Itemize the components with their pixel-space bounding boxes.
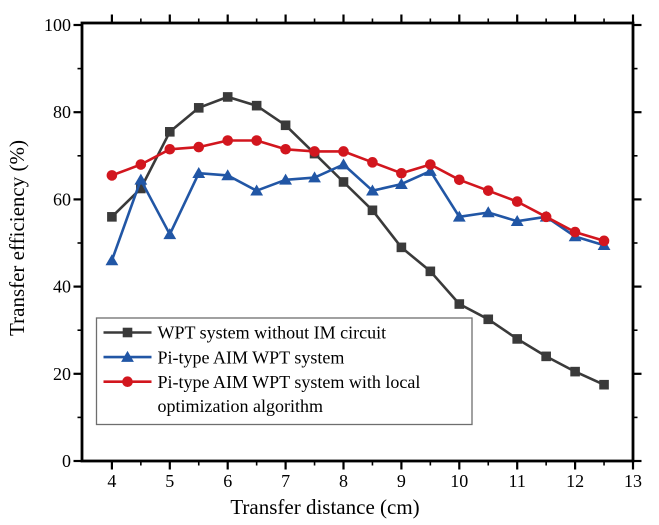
- triangle-marker-icon: [221, 169, 235, 181]
- triangle-marker-icon: [192, 167, 206, 179]
- triangle-marker-icon: [452, 210, 466, 222]
- circle-marker-icon: [367, 157, 378, 168]
- square-marker-icon: [122, 327, 133, 338]
- circle-marker-icon: [135, 159, 147, 170]
- triangle-marker-icon: [134, 173, 148, 185]
- circle-marker-icon: [540, 211, 552, 223]
- y-tick-label: 60: [53, 189, 71, 209]
- x-tick-label: 12: [566, 471, 584, 491]
- square-marker-icon: [193, 103, 204, 113]
- square-marker-icon: [599, 379, 609, 390]
- circle-marker-icon: [396, 167, 407, 179]
- triangle-marker-icon: [366, 184, 379, 196]
- y-tick-label: 20: [53, 364, 71, 384]
- x-axis-label: Transfer distance (cm): [230, 495, 419, 519]
- legend-entry-1: [103, 350, 152, 362]
- triangle-marker-icon: [250, 184, 264, 196]
- square-marker-icon: [425, 266, 436, 277]
- square-marker-icon: [483, 314, 494, 325]
- circle-marker-icon: [164, 143, 176, 155]
- y-tick-label: 40: [53, 277, 71, 297]
- legend-entry-2: [103, 376, 152, 388]
- circle-marker-icon: [482, 185, 494, 196]
- plot-frame: [80, 21, 635, 463]
- circle-marker-icon: [454, 174, 465, 186]
- square-marker-icon: [512, 334, 522, 344]
- square-marker-icon: [541, 351, 551, 362]
- square-marker-icon: [107, 212, 117, 222]
- series-1: [105, 158, 611, 266]
- legend-entry-label: optimization algorithm: [158, 396, 323, 416]
- x-tick-label: 9: [397, 471, 406, 491]
- series-2: [106, 135, 610, 247]
- circle-marker-icon: [193, 141, 205, 153]
- x-tick-label: 6: [223, 471, 232, 491]
- square-marker-icon: [251, 100, 262, 111]
- legend-entry-label: Pi-type AIM WPT system: [158, 347, 345, 367]
- x-tick-label: 11: [509, 471, 526, 491]
- y-tick-label: 80: [53, 102, 71, 122]
- x-tick-label: 8: [339, 471, 348, 491]
- legend-entry-label: Pi-type AIM WPT system with local: [158, 372, 421, 392]
- square-marker-icon: [136, 183, 146, 194]
- square-marker-icon: [396, 242, 407, 253]
- triangle-marker-icon: [395, 177, 408, 189]
- y-axis-label: Transfer efficiency (%): [5, 140, 29, 336]
- square-marker-icon: [454, 299, 465, 309]
- circle-marker-icon: [511, 196, 523, 207]
- legend-entry-label: WPT system without IM circuit: [158, 323, 387, 343]
- circle-marker-icon: [222, 135, 233, 146]
- y-tick-label: 100: [44, 15, 71, 35]
- circle-marker-icon: [425, 159, 436, 170]
- triangle-marker-icon: [481, 206, 495, 218]
- triangle-marker-icon: [337, 158, 350, 170]
- square-marker-icon: [338, 177, 349, 187]
- x-tick-label: 5: [165, 471, 174, 491]
- circle-marker-icon: [251, 135, 262, 146]
- circle-marker-icon: [338, 146, 349, 157]
- circle-marker-icon: [309, 146, 320, 157]
- legend-box: [95, 317, 473, 426]
- x-tick-label: 7: [281, 471, 290, 491]
- circle-marker-icon: [280, 143, 291, 155]
- circle-marker-icon: [569, 226, 581, 238]
- triangle-marker-icon: [510, 215, 524, 226]
- square-marker-icon: [367, 205, 378, 216]
- triangle-marker-icon: [279, 173, 292, 185]
- triangle-marker-icon: [121, 350, 134, 362]
- square-marker-icon: [280, 120, 291, 131]
- circle-marker-icon: [106, 170, 118, 181]
- x-tick-label: 10: [450, 471, 468, 491]
- series-line-1: [110, 163, 605, 261]
- triangle-marker-icon: [105, 254, 119, 266]
- x-tick-label: 13: [624, 471, 642, 491]
- legend-entry-0: [103, 327, 152, 338]
- square-marker-icon: [165, 127, 175, 137]
- triangle-marker-icon: [308, 171, 321, 183]
- triangle-marker-icon: [163, 228, 177, 240]
- legend: WPT system without IM circuit Pi-type AIM…: [95, 317, 473, 426]
- y-tick-label: 0: [62, 451, 71, 471]
- circle-marker-icon: [122, 376, 133, 388]
- triangle-marker-icon: [423, 164, 437, 176]
- square-marker-icon: [222, 92, 233, 102]
- square-marker-icon: [570, 366, 580, 377]
- circle-marker-icon: [598, 235, 610, 247]
- x-tick-label: 4: [107, 471, 116, 491]
